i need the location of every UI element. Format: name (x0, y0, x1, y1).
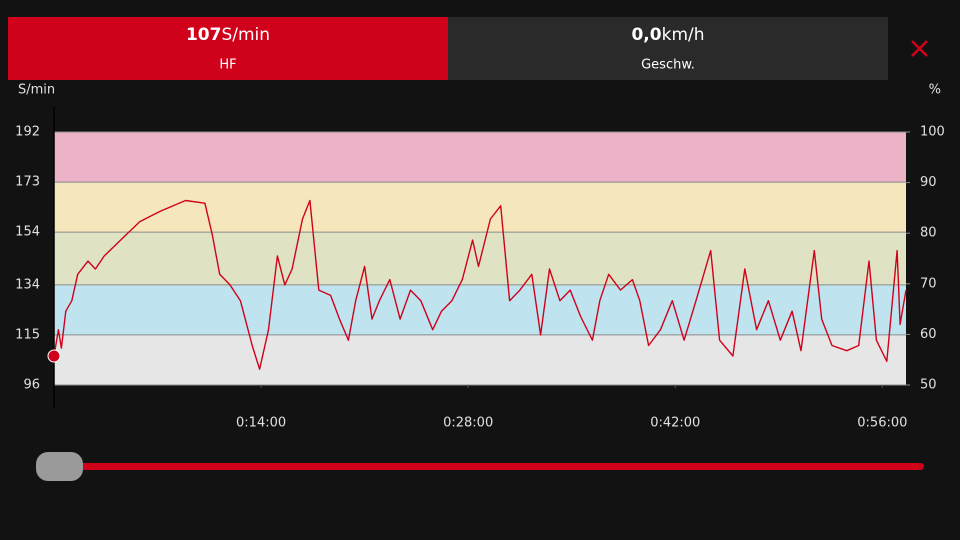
plot: 96 115 134 154 173 192 50 60 70 80 90 100 0:14:00 0:2… (15, 107, 945, 431)
y2-tick-label: 80 (920, 226, 937, 241)
zone (54, 284, 906, 335)
tab-bar: 107S/min HF 0,0km/h Geschw. (8, 17, 888, 80)
y2-tick-label: 50 (920, 378, 937, 393)
tab-unit[interactable]: km/h (662, 25, 705, 45)
tab-number[interactable]: 107 (186, 25, 222, 45)
x-tick-label: 0:42:00 (650, 416, 700, 431)
tab-unit[interactable]: S/min (221, 25, 270, 45)
slider-track[interactable] (60, 463, 924, 470)
zone (54, 182, 906, 233)
x-tick-label: 0:28:00 (443, 416, 493, 431)
y-axis-label: S/min (18, 83, 55, 98)
tab-label[interactable]: HF (219, 58, 236, 73)
y-tick-label: 192 (15, 125, 40, 140)
y2-axis-label: % (929, 83, 941, 98)
position-marker (47, 349, 61, 363)
y-tick-label: 134 (15, 277, 40, 292)
tab-number[interactable]: 0,0 (631, 25, 661, 45)
x-tick-label: 0:14:00 (236, 416, 286, 431)
close-button[interactable] (911, 40, 928, 57)
x-tick-label: 0:56:00 (857, 416, 907, 431)
y-tick-label: 173 (15, 175, 40, 190)
y2-tick-label: 100 (920, 125, 945, 140)
heart-rate-line (53, 199, 907, 370)
slider[interactable] (36, 452, 924, 481)
zone (54, 132, 906, 183)
y2-tick-label: 70 (920, 276, 937, 291)
y2-tick-label: 60 (920, 327, 937, 342)
tab-value[interactable]: 0,0km/h (631, 25, 704, 45)
zone (54, 334, 906, 385)
tab-label[interactable]: Geschw. (641, 58, 695, 73)
y-tick-label: 96 (23, 378, 40, 393)
y-tick-label: 115 (15, 327, 40, 342)
y-tick-label: 154 (15, 225, 40, 240)
y2-tick-label: 90 (920, 175, 937, 190)
tab[interactable] (8, 17, 448, 80)
tab[interactable] (448, 17, 888, 80)
tab-value[interactable]: 107S/min (186, 25, 270, 45)
slider-knob[interactable] (36, 452, 83, 481)
